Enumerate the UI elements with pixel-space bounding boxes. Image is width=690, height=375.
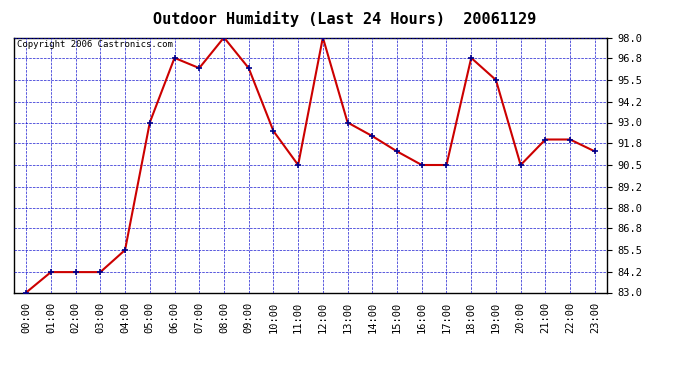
Text: Copyright 2006 Castronics.com: Copyright 2006 Castronics.com xyxy=(17,40,172,49)
Text: Outdoor Humidity (Last 24 Hours)  20061129: Outdoor Humidity (Last 24 Hours) 2006112… xyxy=(153,11,537,27)
